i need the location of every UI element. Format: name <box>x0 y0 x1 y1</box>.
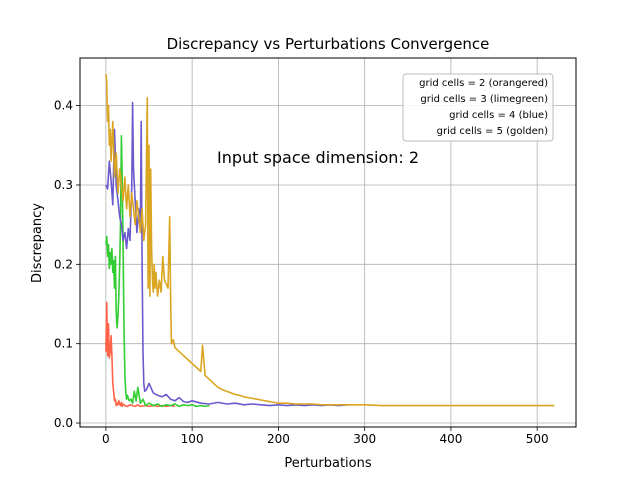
x-tick-label: 200 <box>267 432 290 446</box>
y-tick-label: 0.2 <box>54 257 73 271</box>
y-axis-label: Discrepancy <box>30 203 45 283</box>
x-tick-label: 500 <box>526 432 549 446</box>
y-tick-label: 0.0 <box>54 416 73 430</box>
legend-entry-series-2: grid cells = 3 (limegreen) <box>420 94 548 105</box>
plot-frame <box>79 57 577 428</box>
legend-entry-series-3: grid cells = 4 (blue) <box>449 110 548 121</box>
x-axis-label: Perturbations <box>284 456 372 471</box>
y-tick-label: 0.3 <box>54 178 73 192</box>
series-line-3 <box>105 101 348 407</box>
series-line-4 <box>105 73 555 407</box>
annotation-text: Input space dimension: 2 <box>217 148 419 167</box>
legend-entry-series-1: grid cells = 2 (orangered) <box>419 78 548 89</box>
legend-box <box>402 73 554 142</box>
series-line-2 <box>105 135 210 408</box>
series-lines <box>105 73 555 408</box>
y-tick-label: 0.4 <box>54 99 73 113</box>
chart-title: Discrepancy vs Perturbations Convergence <box>167 35 490 53</box>
legend-entry-series-4: grid cells = 5 (golden) <box>437 126 548 137</box>
axis-ticks: 0 100 200 300 400 500 0.0 0.1 0.2 0.3 0.4 <box>54 99 549 446</box>
x-tick-label: 300 <box>353 432 376 446</box>
legend: grid cells = 2 (orangered) grid cells = … <box>402 73 554 142</box>
x-tick-label: 0 <box>102 432 110 446</box>
series-line-1 <box>105 301 176 408</box>
x-tick-label: 400 <box>439 432 462 446</box>
x-tick-label: 100 <box>181 432 204 446</box>
y-tick-label: 0.1 <box>54 337 73 351</box>
